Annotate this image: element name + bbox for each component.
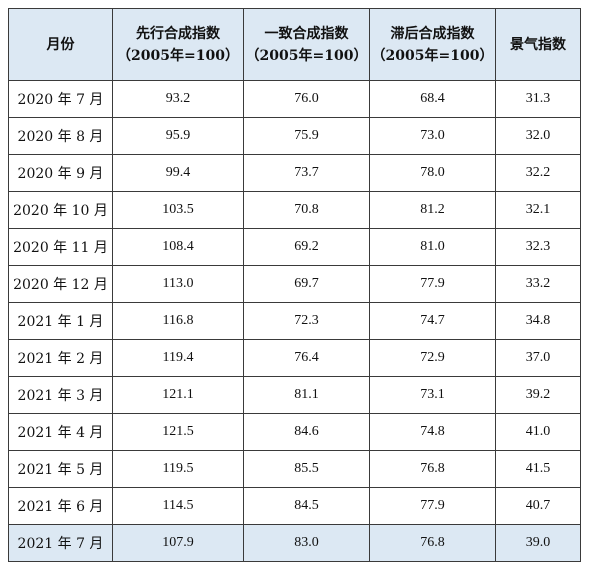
header-lagging-label: 滞后合成指数 [390,25,475,42]
cell-climate-index: 40.7 [495,487,581,525]
cell-climate-index: 41.0 [495,413,581,451]
cell-climate-index: 32.0 [495,117,581,155]
table-row: 2021 年 3 月 121.1 81.1 73.1 39.2 [8,376,581,414]
cell-lagging-index: 77.9 [369,265,496,303]
table-body: 2020 年 7 月 93.2 76.0 68.4 31.3 2020 年 8 月 95.9… [8,80,581,562]
index-table: 月份 先行合成指数 （2005年=100） 一致合成指数 （2005年=100）… [8,8,581,562]
index-table-container: 月份 先行合成指数 （2005年=100） 一致合成指数 （2005年=100）… [8,8,581,562]
cell-climate-index: 41.5 [495,450,581,488]
cell-leading-index: 114.5 [112,487,244,525]
table-row: 2020 年 9 月 99.4 73.7 78.0 32.2 [8,154,581,192]
cell-leading-index: 99.4 [112,154,244,192]
cell-month: 2021 年 3 月 [8,376,113,414]
cell-coincident-index: 81.1 [243,376,370,414]
table-row: 2020 年 8 月 95.9 75.9 73.0 32.0 [8,117,581,155]
cell-month: 2020 年 12 月 [8,265,113,303]
cell-lagging-index: 73.0 [369,117,496,155]
header-month: 月份 [8,8,113,81]
table-row: 2021 年 6 月 114.5 84.5 77.9 40.7 [8,487,581,525]
table-row: 2021 年 4 月 121.5 84.6 74.8 41.0 [8,413,581,451]
header-leading-label: 先行合成指数 [136,25,220,42]
cell-month: 2021 年 6 月 [8,487,113,525]
cell-leading-index: 119.4 [112,339,244,377]
cell-coincident-index: 70.8 [243,191,370,229]
cell-coincident-index: 84.6 [243,413,370,451]
cell-coincident-index: 83.0 [243,524,370,562]
cell-leading-index: 113.0 [112,265,244,303]
cell-month: 2021 年 7 月 [8,524,113,562]
cell-coincident-index: 75.9 [243,117,370,155]
cell-climate-index: 32.1 [495,191,581,229]
cell-lagging-index: 68.4 [369,80,496,118]
header-coincident-index: 一致合成指数 （2005年=100） [243,8,370,81]
cell-leading-index: 103.5 [112,191,244,229]
table-header-row: 月份 先行合成指数 （2005年=100） 一致合成指数 （2005年=100）… [8,8,581,81]
cell-leading-index: 119.5 [112,450,244,488]
cell-climate-index: 33.2 [495,265,581,303]
cell-lagging-index: 72.9 [369,339,496,377]
table-row: 2020 年 11 月 108.4 69.2 81.0 32.3 [8,228,581,266]
header-leading-index: 先行合成指数 （2005年=100） [112,8,244,81]
table-row: 2021 年 7 月 107.9 83.0 76.8 39.0 [8,524,581,562]
cell-coincident-index: 69.2 [243,228,370,266]
cell-climate-index: 39.0 [495,524,581,562]
cell-coincident-index: 76.0 [243,80,370,118]
cell-leading-index: 121.5 [112,413,244,451]
cell-month: 2021 年 4 月 [8,413,113,451]
cell-month: 2021 年 1 月 [8,302,113,340]
cell-lagging-index: 81.0 [369,228,496,266]
cell-month: 2020 年 8 月 [8,117,113,155]
cell-month: 2020 年 10 月 [8,191,113,229]
table-row: 2020 年 10 月 103.5 70.8 81.2 32.1 [8,191,581,229]
cell-climate-index: 32.2 [495,154,581,192]
cell-leading-index: 108.4 [112,228,244,266]
cell-lagging-index: 74.8 [369,413,496,451]
cell-coincident-index: 84.5 [243,487,370,525]
table-row: 2021 年 5 月 119.5 85.5 76.8 41.5 [8,450,581,488]
header-coincident-label: 一致合成指数 [264,25,349,42]
header-lagging-index: 滞后合成指数 （2005年=100） [369,8,496,81]
cell-month: 2020 年 7 月 [8,80,113,118]
cell-coincident-index: 85.5 [243,450,370,488]
table-row: 2021 年 2 月 119.4 76.4 72.9 37.0 [8,339,581,377]
header-climate-label: 景气指数 [510,36,566,53]
header-month-label: 月份 [46,36,75,53]
table-row: 2020 年 7 月 93.2 76.0 68.4 31.3 [8,80,581,118]
cell-lagging-index: 77.9 [369,487,496,525]
cell-leading-index: 116.8 [112,302,244,340]
cell-leading-index: 95.9 [112,117,244,155]
cell-climate-index: 31.3 [495,80,581,118]
cell-leading-index: 107.9 [112,524,244,562]
cell-lagging-index: 78.0 [369,154,496,192]
cell-climate-index: 34.8 [495,302,581,340]
cell-coincident-index: 76.4 [243,339,370,377]
cell-lagging-index: 81.2 [369,191,496,229]
table-row: 2021 年 1 月 116.8 72.3 74.7 34.8 [8,302,581,340]
cell-climate-index: 39.2 [495,376,581,414]
cell-lagging-index: 73.1 [369,376,496,414]
cell-climate-index: 32.3 [495,228,581,266]
cell-climate-index: 37.0 [495,339,581,377]
cell-month: 2020 年 11 月 [8,228,113,266]
cell-coincident-index: 73.7 [243,154,370,192]
cell-month: 2021 年 5 月 [8,450,113,488]
header-coincident-base: （2005年=100） [245,47,368,64]
header-leading-base: （2005年=100） [117,47,239,64]
cell-lagging-index: 76.8 [369,450,496,488]
cell-lagging-index: 74.7 [369,302,496,340]
cell-month: 2020 年 9 月 [8,154,113,192]
cell-coincident-index: 72.3 [243,302,370,340]
cell-month: 2021 年 2 月 [8,339,113,377]
cell-lagging-index: 76.8 [369,524,496,562]
cell-coincident-index: 69.7 [243,265,370,303]
header-climate-index: 景气指数 [495,8,581,81]
header-lagging-base: （2005年=100） [371,47,494,64]
cell-leading-index: 93.2 [112,80,244,118]
table-row: 2020 年 12 月 113.0 69.7 77.9 33.2 [8,265,581,303]
cell-leading-index: 121.1 [112,376,244,414]
